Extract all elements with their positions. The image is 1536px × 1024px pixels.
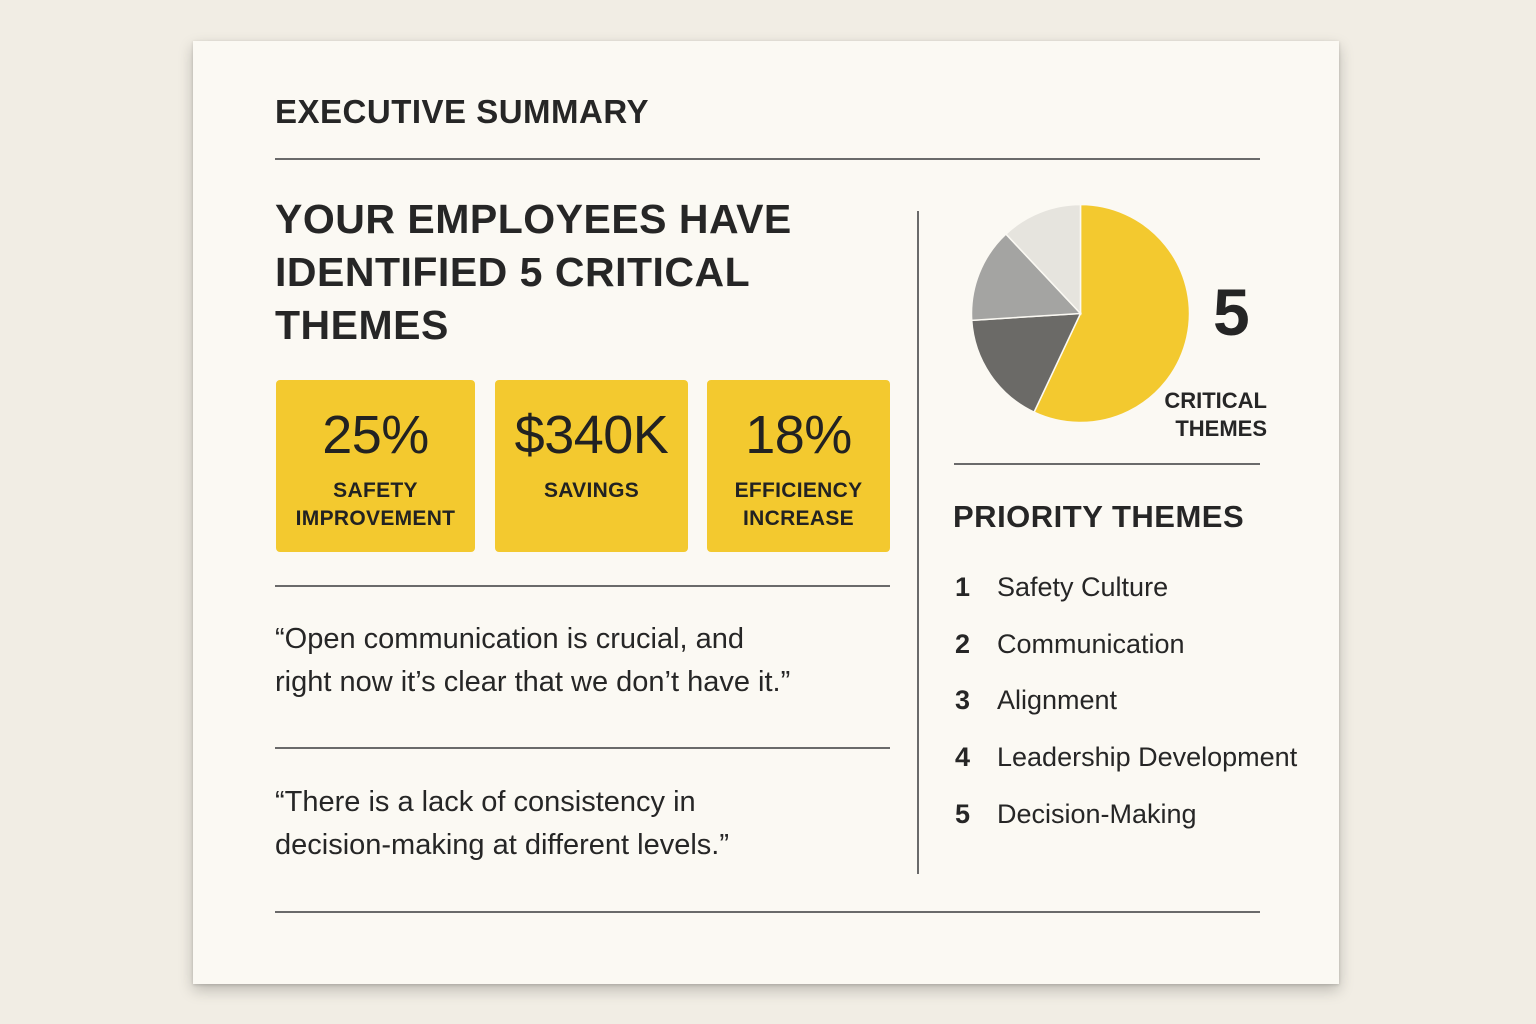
stat-efficiency-increase: 18% EFFICIENCY INCREASE: [707, 380, 890, 552]
priority-theme-item: 4 Leadership Development: [955, 740, 1297, 774]
stat-label-line-1: EFFICIENCY: [734, 479, 863, 502]
priority-theme-number: 5: [955, 799, 971, 829]
stat-label-line-2: IMPROVEMENT: [295, 507, 456, 530]
quote-consistency: “There is a lack of consistency in decis…: [275, 781, 835, 867]
stats-divider: [275, 585, 890, 587]
quote-communication: “Open communication is crucial, and righ…: [275, 618, 835, 704]
pie-slice-mid-gray: [970, 232, 1083, 322]
stat-value: $340K: [514, 405, 669, 465]
footer-divider: [275, 911, 1260, 913]
stat-value: 18%: [745, 405, 852, 465]
stat-label: SAVINGS: [501, 477, 682, 505]
themes-pie-chart: [968, 201, 1193, 426]
priority-theme-item: 2 Communication: [955, 627, 1185, 661]
stat-label-line-1: SAVINGS: [543, 479, 640, 502]
priority-theme-item: 1 Safety Culture: [955, 570, 1168, 604]
column-divider: [917, 211, 919, 874]
headline-line-1: YOUR EMPLOYEES HAVE: [275, 196, 792, 242]
priority-theme-number: 2: [955, 629, 971, 659]
priority-theme-item: 3 Alignment: [955, 683, 1117, 717]
priority-themes-title: PRIORITY THEMES: [953, 499, 1245, 534]
priority-theme-label: Communication: [997, 629, 1185, 659]
pie-chart-svg: [970, 203, 1191, 424]
priority-theme-number: 1: [955, 572, 971, 602]
priority-theme-label: Decision-Making: [997, 799, 1197, 829]
executive-summary-card: EXECUTIVE SUMMARY YOUR EMPLOYEES HAVE ID…: [193, 41, 1339, 984]
quote-line-1: “Open communication is crucial, and: [275, 623, 745, 655]
stat-savings: $340K SAVINGS: [495, 380, 688, 552]
quote-line-2: decision-making at different levels.”: [275, 829, 730, 861]
stat-label-line-1: SAFETY: [333, 479, 418, 502]
stat-value: 25%: [322, 405, 429, 465]
page-title: EXECUTIVE SUMMARY: [275, 93, 649, 130]
headline: YOUR EMPLOYEES HAVE IDENTIFIED 5 CRITICA…: [275, 193, 875, 352]
pie-slice-dark-gray: [970, 312, 1082, 414]
chart-divider: [954, 463, 1260, 465]
headline-line-2: IDENTIFIED 5 CRITICAL: [275, 249, 751, 295]
stat-label-line-2: INCREASE: [743, 507, 854, 530]
quote-divider: [275, 747, 890, 749]
theme-count: 5: [1213, 275, 1250, 349]
stat-label: SAFETY IMPROVEMENT: [282, 477, 469, 533]
theme-count-label-line-1: CRITICAL: [1164, 388, 1267, 413]
stat-safety-improvement: 25% SAFETY IMPROVEMENT: [276, 380, 475, 552]
theme-count-label-line-2: THEMES: [1175, 416, 1267, 441]
pie-slice-light-gray: [1004, 203, 1082, 316]
priority-theme-label: Safety Culture: [997, 572, 1169, 602]
pie-slice-yellow: [1033, 203, 1191, 424]
quote-line-2: right now it’s clear that we don’t have …: [275, 666, 791, 698]
quote-line-1: “There is a lack of consistency in: [275, 786, 696, 818]
priority-theme-number: 3: [955, 685, 971, 715]
headline-line-3: THEMES: [275, 302, 449, 348]
header-divider: [275, 158, 1260, 160]
priority-theme-label: Leadership Development: [997, 742, 1298, 772]
theme-count-label: CRITICAL THEMES: [1159, 387, 1267, 443]
stat-label: EFFICIENCY INCREASE: [713, 477, 884, 533]
priority-theme-label: Alignment: [997, 685, 1118, 715]
priority-theme-item: 5 Decision-Making: [955, 797, 1197, 831]
priority-theme-number: 4: [955, 742, 971, 772]
